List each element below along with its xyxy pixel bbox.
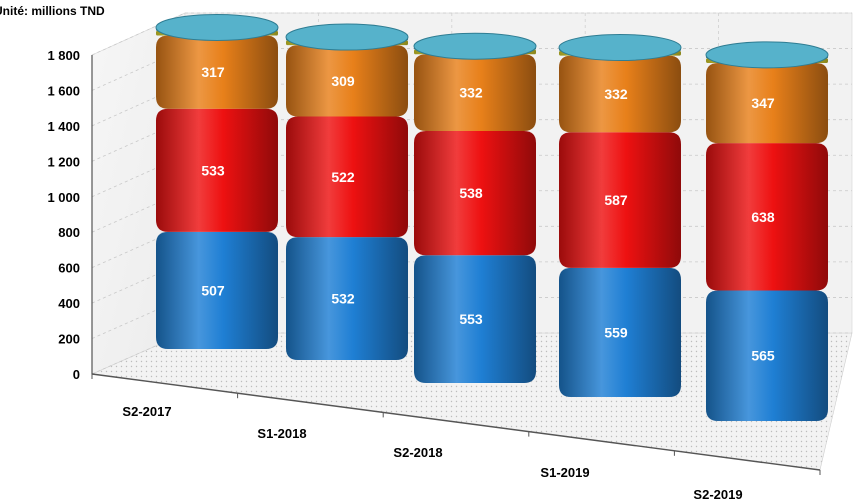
bar-segment xyxy=(156,35,278,109)
x-category-label: S2-2017 xyxy=(122,404,171,419)
cylinder-top-cap xyxy=(558,33,682,61)
data-label: 559 xyxy=(604,324,628,340)
bar-segment xyxy=(414,54,536,131)
bar-segment xyxy=(706,290,828,421)
bar-segment xyxy=(286,116,408,238)
cylinder-top-cap xyxy=(413,32,537,60)
y-tick-label: 1 400 xyxy=(47,119,80,134)
x-category-label: S2-2018 xyxy=(393,445,442,460)
data-label: 522 xyxy=(331,169,355,185)
x-category-label: S1-2018 xyxy=(257,426,306,441)
data-label: 538 xyxy=(459,185,483,201)
y-tick-label: 200 xyxy=(58,332,80,347)
x-category-label: S2-2019 xyxy=(693,487,742,502)
bar-segment xyxy=(559,267,681,397)
data-label: 347 xyxy=(751,95,775,111)
bar-segment xyxy=(156,108,278,232)
cylinder-top-cap xyxy=(155,13,279,41)
unit-label: Unité: millions TND xyxy=(0,4,105,18)
data-label: 638 xyxy=(751,209,775,225)
y-tick-label: 800 xyxy=(58,225,80,240)
data-label: 533 xyxy=(201,162,225,178)
data-label: 309 xyxy=(331,73,355,89)
data-label: 553 xyxy=(459,311,483,327)
y-tick-label: 1 800 xyxy=(47,48,80,63)
bar-segment xyxy=(286,237,408,360)
data-label: 317 xyxy=(201,64,225,80)
bar-segment xyxy=(559,55,681,133)
y-tick-label: 600 xyxy=(58,261,80,276)
bar-segment xyxy=(559,132,681,268)
data-label: 507 xyxy=(201,282,225,298)
data-label: 587 xyxy=(604,192,628,208)
cylinder-top-cap xyxy=(705,41,829,69)
bar-segment xyxy=(286,45,408,117)
bar-segment xyxy=(414,130,536,256)
x-axis-line xyxy=(91,373,821,471)
data-label: 532 xyxy=(331,291,355,307)
x-category-label: S1-2019 xyxy=(540,465,589,480)
data-label: 565 xyxy=(751,348,775,364)
bar-segment xyxy=(706,143,828,291)
y-tick-label: 0 xyxy=(73,367,80,382)
y-tick-label: 1 000 xyxy=(47,190,80,205)
bar-segment xyxy=(156,231,278,349)
data-label: 332 xyxy=(459,85,483,101)
y-tick-label: 400 xyxy=(58,296,80,311)
bar-segment xyxy=(706,62,828,144)
y-tick-label: 1 600 xyxy=(47,83,80,98)
cylinder-top-cap xyxy=(285,23,409,51)
data-label: 332 xyxy=(604,86,628,102)
bar-segment xyxy=(414,255,536,383)
y-tick-label: 1 200 xyxy=(47,154,80,169)
